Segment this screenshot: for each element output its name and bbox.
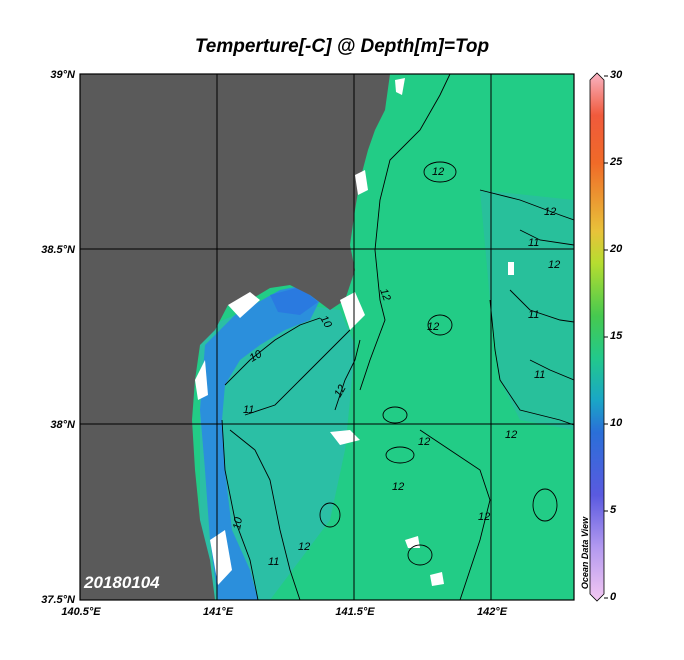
contour-12d — [419, 429, 491, 600]
contour-label: 12 — [548, 259, 560, 271]
nodata-patch — [228, 292, 260, 318]
land-mass — [80, 74, 390, 600]
contour-label: 12 — [432, 166, 444, 178]
date-label: 20180104 — [84, 573, 160, 592]
nodata-patch — [210, 530, 232, 585]
contour-lines — [221, 74, 574, 600]
contour-12-ring — [319, 502, 341, 528]
contour-label: 11 — [528, 237, 539, 249]
contour-11e — [509, 229, 574, 381]
contour-12-ring — [427, 314, 453, 336]
lat-label-38: 38°N — [50, 419, 75, 431]
lat-label-38-5: 38.5°N — [41, 244, 75, 256]
contour-12-ring — [423, 161, 457, 183]
contour-12-ring — [532, 488, 558, 522]
contour-label: 10 — [231, 516, 245, 531]
nodata-patch — [508, 262, 514, 275]
colorbar-label-25: 25 — [610, 156, 623, 168]
contour-label: 12 — [332, 383, 349, 400]
colorbar-label-15: 15 — [610, 330, 623, 342]
lon-label-142: 142°E — [476, 606, 508, 618]
nodata-patch — [405, 536, 420, 548]
nodata-patch — [395, 78, 405, 95]
colorbar — [589, 72, 605, 602]
colorbar-label-0: 0 — [610, 591, 617, 603]
lon-label-140-5: 140.5°E — [61, 606, 101, 618]
contour-label: 11 — [534, 369, 545, 381]
contour-label: 12 — [392, 481, 404, 493]
sea-cool-zone — [200, 285, 320, 600]
nodata-patch — [355, 170, 368, 195]
nodata-patch — [330, 430, 360, 445]
nodata-patch — [430, 572, 444, 586]
graticule — [80, 74, 574, 600]
nodata-patch — [195, 360, 208, 400]
contour-12 — [359, 74, 451, 391]
contour-10 — [221, 317, 321, 600]
contour-label: 12 — [544, 206, 556, 218]
contour-label: 11 — [528, 309, 539, 321]
lon-label-141: 141°E — [202, 606, 234, 618]
contour-label: 12 — [298, 541, 310, 553]
nodata-patch — [340, 292, 365, 330]
contour-11 — [229, 329, 351, 600]
contour-12b — [334, 339, 361, 411]
contour-label: 12 — [505, 429, 517, 441]
contour-label: 12 — [377, 287, 392, 303]
contour-label: 12 — [478, 511, 490, 523]
contour-12-ring — [385, 446, 415, 464]
map-frame — [79, 73, 575, 601]
sea-cool-core — [270, 287, 318, 315]
watermark-text: Ocean Data View — [580, 516, 590, 590]
contour-12-ring — [407, 544, 433, 566]
colorbar-label-30: 30 — [610, 69, 623, 81]
colorbar-label-20: 20 — [610, 243, 623, 255]
contour-label: 11 — [268, 556, 279, 568]
contour-label: 11 — [243, 404, 254, 416]
lat-label-39: 39°N — [50, 69, 75, 81]
contour-12c — [479, 189, 574, 426]
colorbar-label-5: 5 — [610, 504, 617, 516]
contour-12-ring — [382, 406, 408, 424]
lon-label-141-5: 141.5°E — [335, 606, 375, 618]
lat-label-37-5: 37.5°N — [41, 594, 75, 606]
colorbar-label-10: 10 — [610, 417, 623, 429]
contour-label: 12 — [418, 436, 430, 448]
sea-mid-zone — [200, 300, 355, 600]
map-title: Temperture[-C] @ Depth[m]=Top — [194, 36, 490, 57]
contour-label: 12 — [427, 321, 439, 333]
colorbar-ticks — [604, 75, 608, 599]
